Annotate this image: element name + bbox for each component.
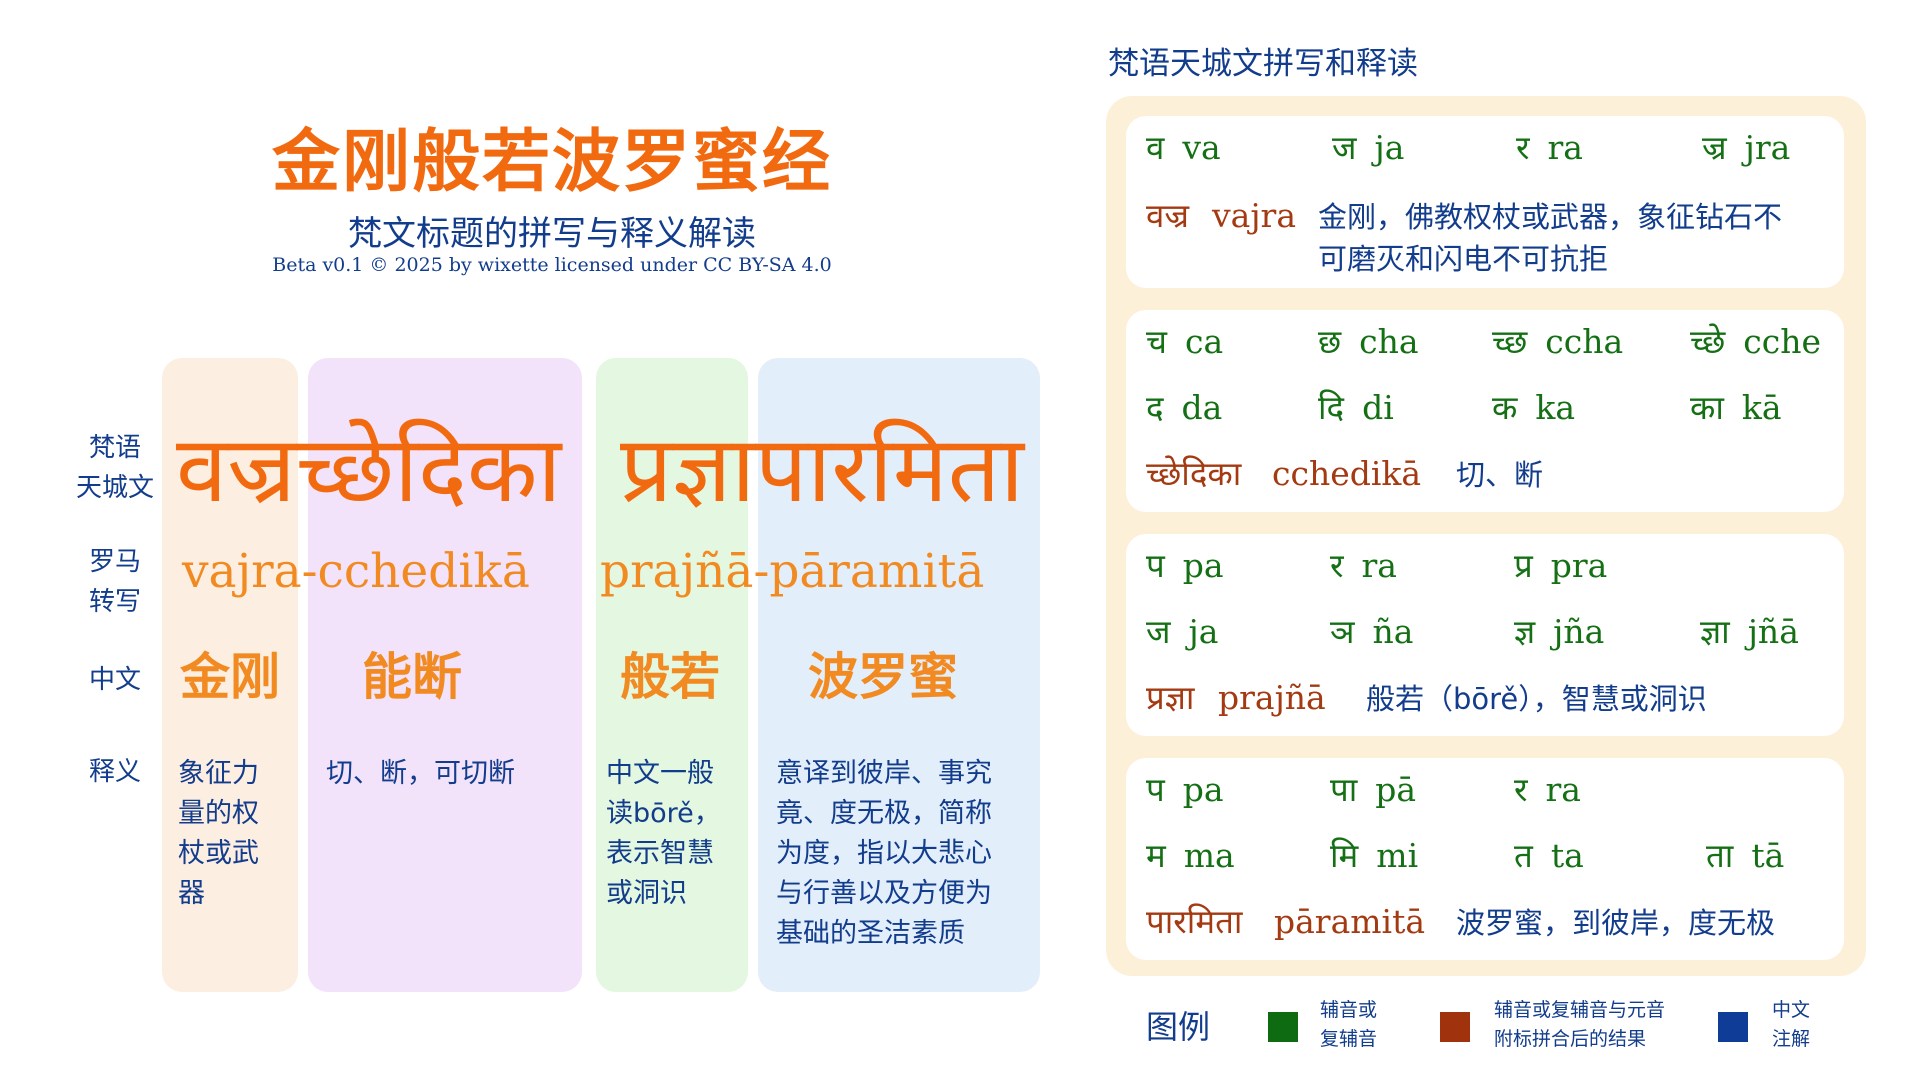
result-devanagari: च्छेदिका: [1146, 454, 1242, 493]
license-credit: Beta v0.1 © 2025 by wixette licensed und…: [272, 254, 832, 276]
legend-swatch-chinese: [1718, 1012, 1748, 1042]
legend-swatch-combined: [1440, 1012, 1470, 1042]
syllable: ज ja: [1332, 128, 1405, 167]
syllable: ता tā: [1706, 836, 1785, 875]
result-roman: cchedikā: [1272, 454, 1422, 493]
card-cchedika: [1126, 310, 1844, 512]
syllable: प pa: [1146, 546, 1224, 585]
legend-title: 图例: [1146, 1008, 1211, 1046]
column-prajna-bg: [596, 358, 748, 992]
syllable: च ca: [1146, 322, 1224, 361]
syllable: क ka: [1492, 388, 1576, 427]
card-vajra: [1126, 116, 1844, 288]
legend-text-combined: 辅音或复辅音与元音 附标拼合后的结果: [1494, 999, 1666, 1050]
syllable: ज ja: [1146, 612, 1219, 651]
chinese-bore: 般若: [620, 648, 720, 706]
syllable: मि mi: [1330, 836, 1419, 875]
syllable: ज्र jra: [1702, 128, 1791, 167]
meaning-jingang: 象征力 量的权 杖或武 器: [178, 758, 259, 909]
card-prajna: [1126, 534, 1844, 736]
card-paramita: [1126, 758, 1844, 960]
result-gloss: 般若（bōrě），智慧或洞识: [1366, 682, 1707, 716]
syllable: प pa: [1146, 770, 1224, 809]
syllable: म ma: [1146, 836, 1235, 875]
column-paramita-bg: [758, 358, 1040, 992]
syllable: च्छे cche: [1690, 322, 1822, 361]
result-devanagari: वज्र: [1146, 196, 1189, 235]
result-gloss: 金刚，佛教权杖或武器，象征钻石不 可磨灭和闪电不可抗拒: [1318, 200, 1783, 276]
syllable: ज्ञा jñā: [1700, 612, 1799, 651]
chinese-nengduan: 能断: [362, 648, 462, 706]
syllable: र ra: [1330, 546, 1397, 585]
syllable: व va: [1146, 128, 1221, 167]
column-cchedika-bg: [308, 358, 582, 992]
devanagari-vajracchedika: वज्रच्छेदिका: [176, 416, 562, 523]
legend-swatch-consonant: [1268, 1012, 1298, 1042]
result-roman: vajra: [1212, 196, 1296, 235]
chinese-boluomi: 波罗蜜: [808, 648, 958, 706]
roman-vajra-cchedika: vajra-cchedikā: [182, 544, 530, 599]
row-label-chinese: 中文: [88, 665, 141, 695]
row-label-meaning: 释义: [88, 757, 141, 787]
result-gloss: 波罗蜜，到彼岸，度无极: [1456, 906, 1776, 940]
syllable: द da: [1146, 388, 1223, 427]
result-devanagari: प्रज्ञा: [1146, 678, 1195, 717]
syllable: र ra: [1514, 770, 1581, 809]
meaning-boluomi: 意译到彼岸、事究 竟、度无极，简称 为度，指以大悲心 与行善以及方便为 基础的圣…: [776, 758, 992, 949]
result-roman: pāramitā: [1274, 902, 1426, 941]
syllable: ज्ञ jña: [1514, 612, 1605, 651]
devanagari-prajnaparamita: प्रज्ञापारमिता: [620, 416, 1024, 523]
syllable: का kā: [1690, 388, 1782, 427]
row-label-roman: 罗马 转写: [88, 547, 141, 617]
syllable: छ cha: [1318, 322, 1419, 361]
column-vajra-bg: [162, 358, 298, 992]
roman-prajna-paramita: prajñā-pāramitā: [600, 544, 985, 599]
result-roman: prajñā: [1218, 678, 1326, 717]
meaning-nengduan: 切、断，可切断: [326, 758, 515, 789]
syllable: च्छ ccha: [1492, 322, 1624, 361]
result-gloss: 切、断: [1456, 458, 1544, 492]
syllable: प्र pra: [1514, 546, 1608, 585]
row-label-sanskrit: 梵语 天城文: [75, 433, 154, 503]
syllable: दि di: [1318, 388, 1394, 427]
syllable: त ta: [1514, 836, 1584, 875]
panel-title: 梵语天城文拼写和释读: [1108, 46, 1418, 82]
main-title: 金刚般若波罗蜜经: [271, 123, 832, 202]
syllable: ञ ña: [1330, 612, 1414, 651]
chinese-jingang: 金刚: [180, 648, 280, 706]
legend-text-consonant: 辅音或 复辅音: [1320, 999, 1378, 1050]
subtitle: 梵文标题的拼写与释义解读: [348, 214, 756, 254]
legend-text-chinese: 中文 注解: [1772, 999, 1811, 1050]
syllable: पा pā: [1330, 770, 1417, 809]
syllable: र ra: [1516, 128, 1583, 167]
meaning-bore: 中文一般 读bōrě， 表示智慧 或洞识: [606, 758, 721, 909]
result-devanagari: पारमिता: [1146, 902, 1243, 941]
